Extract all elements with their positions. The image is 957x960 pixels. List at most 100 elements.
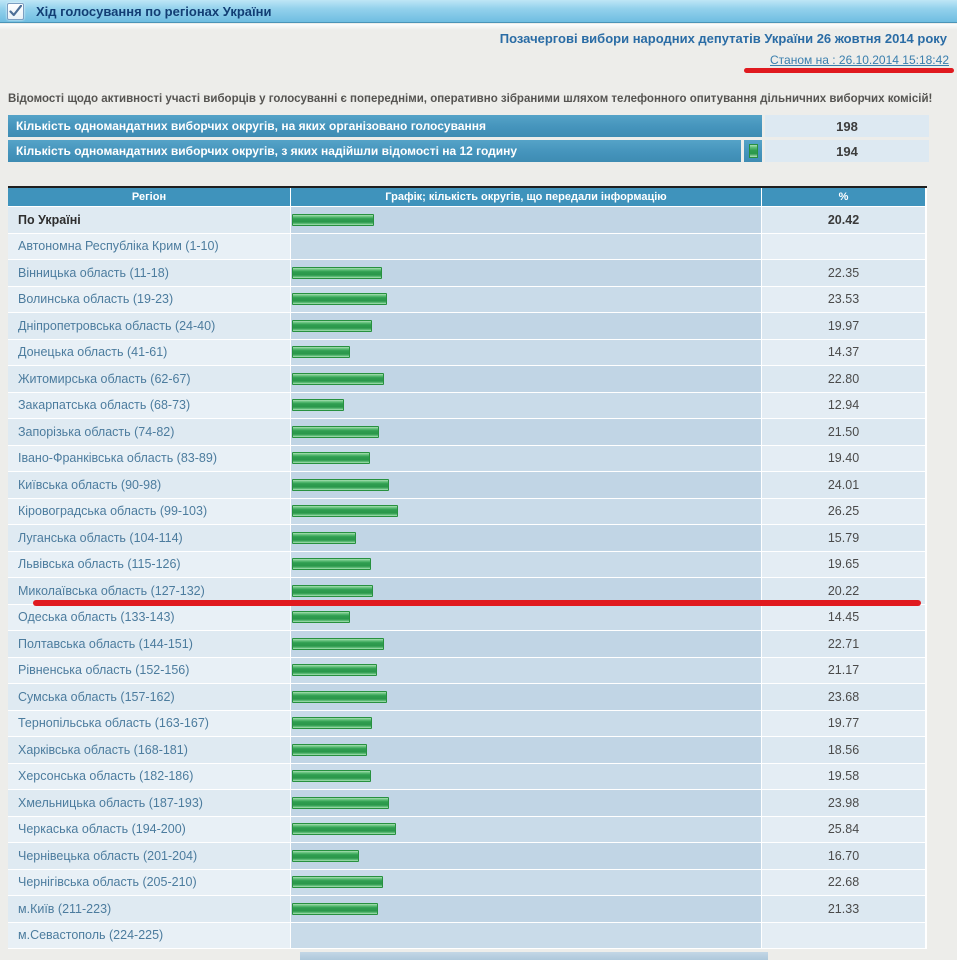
turnout-bar <box>292 770 371 783</box>
turnout-percent: 16.70 <box>762 843 925 869</box>
table-row: Харківська область (168-181) 18.56 <box>8 737 927 764</box>
region-name[interactable]: м.Київ (211-223) <box>18 901 112 916</box>
graph-cell <box>291 286 761 312</box>
turnout-percent: 22.80 <box>762 366 925 392</box>
turnout-percent: 20.22 <box>762 578 925 604</box>
table-row: Тернопільська область (163-167) 19.77 <box>8 710 927 737</box>
region-name[interactable]: Одеська область (133-143) <box>18 610 175 625</box>
graph-cell <box>291 339 761 365</box>
turnout-bar <box>292 319 372 332</box>
turnout-percent: 21.50 <box>762 419 925 445</box>
region-name[interactable]: Полтавська область (144-151) <box>18 636 193 651</box>
region-cell: Черкаська область (194-200) <box>8 816 290 842</box>
summary-row: Кількість одномандатних виборчих округів… <box>8 140 929 162</box>
region-cell: Кіровоградська область (99-103) <box>8 498 290 524</box>
region-name[interactable]: Житомирська область (62-67) <box>18 371 191 386</box>
turnout-percent: 23.98 <box>762 790 925 816</box>
table-row: Чернівецька область (201-204) 16.70 <box>8 843 927 870</box>
region-cell: Харківська область (168-181) <box>8 737 290 763</box>
graph-cell <box>291 763 761 789</box>
turnout-bar <box>292 372 384 385</box>
table-row: Полтавська область (144-151) 22.71 <box>8 631 927 658</box>
regions-table: Регіон Графік; кількість округів, що пер… <box>8 186 927 949</box>
region-cell: м.Київ (211-223) <box>8 896 290 922</box>
turnout-percent: 21.17 <box>762 657 925 683</box>
graph-cell <box>291 869 761 895</box>
table-row: Запорізька область (74-82) 21.50 <box>8 419 927 446</box>
region-name[interactable]: м.Севастополь (224-225) <box>18 928 164 943</box>
graph-cell <box>291 657 761 683</box>
summary-label-bar: Кількість одномандатних виборчих округів… <box>8 140 741 162</box>
graph-cell <box>291 419 761 445</box>
turnout-percent: 14.37 <box>762 339 925 365</box>
timestamp-link[interactable]: Станом на : 26.10.2014 15:18:42 <box>770 53 949 67</box>
region-name[interactable]: Хмельницька область (187-193) <box>18 795 203 810</box>
table-row: Вінницька область (11-18) 22.35 <box>8 260 927 287</box>
turnout-percent: 20.42 <box>762 207 925 233</box>
region-cell: Чернігівська область (205-210) <box>8 869 290 895</box>
turnout-percent: 23.53 <box>762 286 925 312</box>
region-cell: Автономна Республіка Крим (1-10) <box>8 233 290 259</box>
table-row: Закарпатська область (68-73) 12.94 <box>8 392 927 419</box>
turnout-percent: 19.77 <box>762 710 925 736</box>
graph-cell <box>291 260 761 286</box>
titlebar-shadow <box>0 24 957 30</box>
turnout-bar <box>292 346 350 359</box>
annotation-underline-timestamp <box>744 68 954 73</box>
region-name[interactable]: Черкаська область (194-200) <box>18 822 186 837</box>
region-name[interactable]: Запорізька область (74-82) <box>18 424 175 439</box>
region-cell: Миколаївська область (127-132) <box>8 578 290 604</box>
region-cell: Рівненська область (152-156) <box>8 657 290 683</box>
turnout-percent: 19.40 <box>762 445 925 471</box>
region-name[interactable]: Миколаївська область (127-132) <box>18 583 205 598</box>
region-cell: Київська область (90-98) <box>8 472 290 498</box>
turnout-bar <box>292 584 373 597</box>
region-name[interactable]: Сумська область (157-162) <box>18 689 175 704</box>
table-row: м.Київ (211-223) 21.33 <box>8 896 927 923</box>
turnout-bar <box>292 452 370 465</box>
election-subtitle: Позачергові вибори народних депутатів Ук… <box>499 31 947 46</box>
summary-value: 198 <box>765 115 929 137</box>
table-row: Миколаївська область (127-132) 20.22 <box>8 578 927 605</box>
table-row: Кіровоградська область (99-103) 26.25 <box>8 498 927 525</box>
turnout-percent: 19.58 <box>762 763 925 789</box>
region-cell: Вінницька область (11-18) <box>8 260 290 286</box>
turnout-percent: 12.94 <box>762 392 925 418</box>
region-name[interactable]: Львівська область (115-126) <box>18 557 181 572</box>
region-name[interactable]: Тернопільська область (163-167) <box>18 716 209 731</box>
graph-cell <box>291 790 761 816</box>
region-name[interactable]: Рівненська область (152-156) <box>18 663 190 678</box>
region-name[interactable]: Дніпропетровська область (24-40) <box>18 318 216 333</box>
region-name[interactable]: Чернігівська область (205-210) <box>18 875 197 890</box>
region-cell: Закарпатська область (68-73) <box>8 392 290 418</box>
region-name[interactable]: Івано-Франківська область (83-89) <box>18 451 217 466</box>
region-cell: Сумська область (157-162) <box>8 684 290 710</box>
region-name[interactable]: Херсонська область (182-186) <box>18 769 194 784</box>
region-name[interactable]: Волинська область (19-23) <box>18 292 174 307</box>
turnout-bar <box>292 664 377 677</box>
notice-text: Відомості щодо активності участі виборці… <box>8 93 933 105</box>
table-row: Донецька область (41-61) 14.37 <box>8 339 927 366</box>
region-name[interactable]: Закарпатська область (68-73) <box>18 398 191 413</box>
turnout-percent: 25.84 <box>762 816 925 842</box>
graph-cell <box>291 684 761 710</box>
table-row: По Україні 20.42 <box>8 207 927 234</box>
region-cell: Хмельницька область (187-193) <box>8 790 290 816</box>
column-header-region: Регіон <box>8 188 290 206</box>
turnout-bar <box>292 399 344 412</box>
region-name[interactable]: Автономна Республіка Крим (1-10) <box>18 239 219 254</box>
region-name[interactable]: Харківська область (168-181) <box>18 742 188 757</box>
turnout-bar <box>292 796 389 809</box>
region-name[interactable]: Вінницька область (11-18) <box>18 265 169 280</box>
region-name[interactable]: Кіровоградська область (99-103) <box>18 504 208 519</box>
region-name[interactable]: Київська область (90-98) <box>18 477 162 492</box>
region-name[interactable]: Донецька область (41-61) <box>18 345 168 360</box>
region-cell: По Україні <box>8 207 290 233</box>
turnout-bar <box>292 743 367 756</box>
region-cell: Луганська область (104-114) <box>8 525 290 551</box>
table-row: Чернігівська область (205-210) 22.68 <box>8 869 927 896</box>
region-name[interactable]: Луганська область (104-114) <box>18 530 183 545</box>
region-name[interactable]: Чернівецька область (201-204) <box>18 848 198 863</box>
summary-label: Кількість одномандатних виборчих округів… <box>16 144 518 158</box>
window-titlebar: Хід голосування по регіонах України <box>0 0 957 23</box>
